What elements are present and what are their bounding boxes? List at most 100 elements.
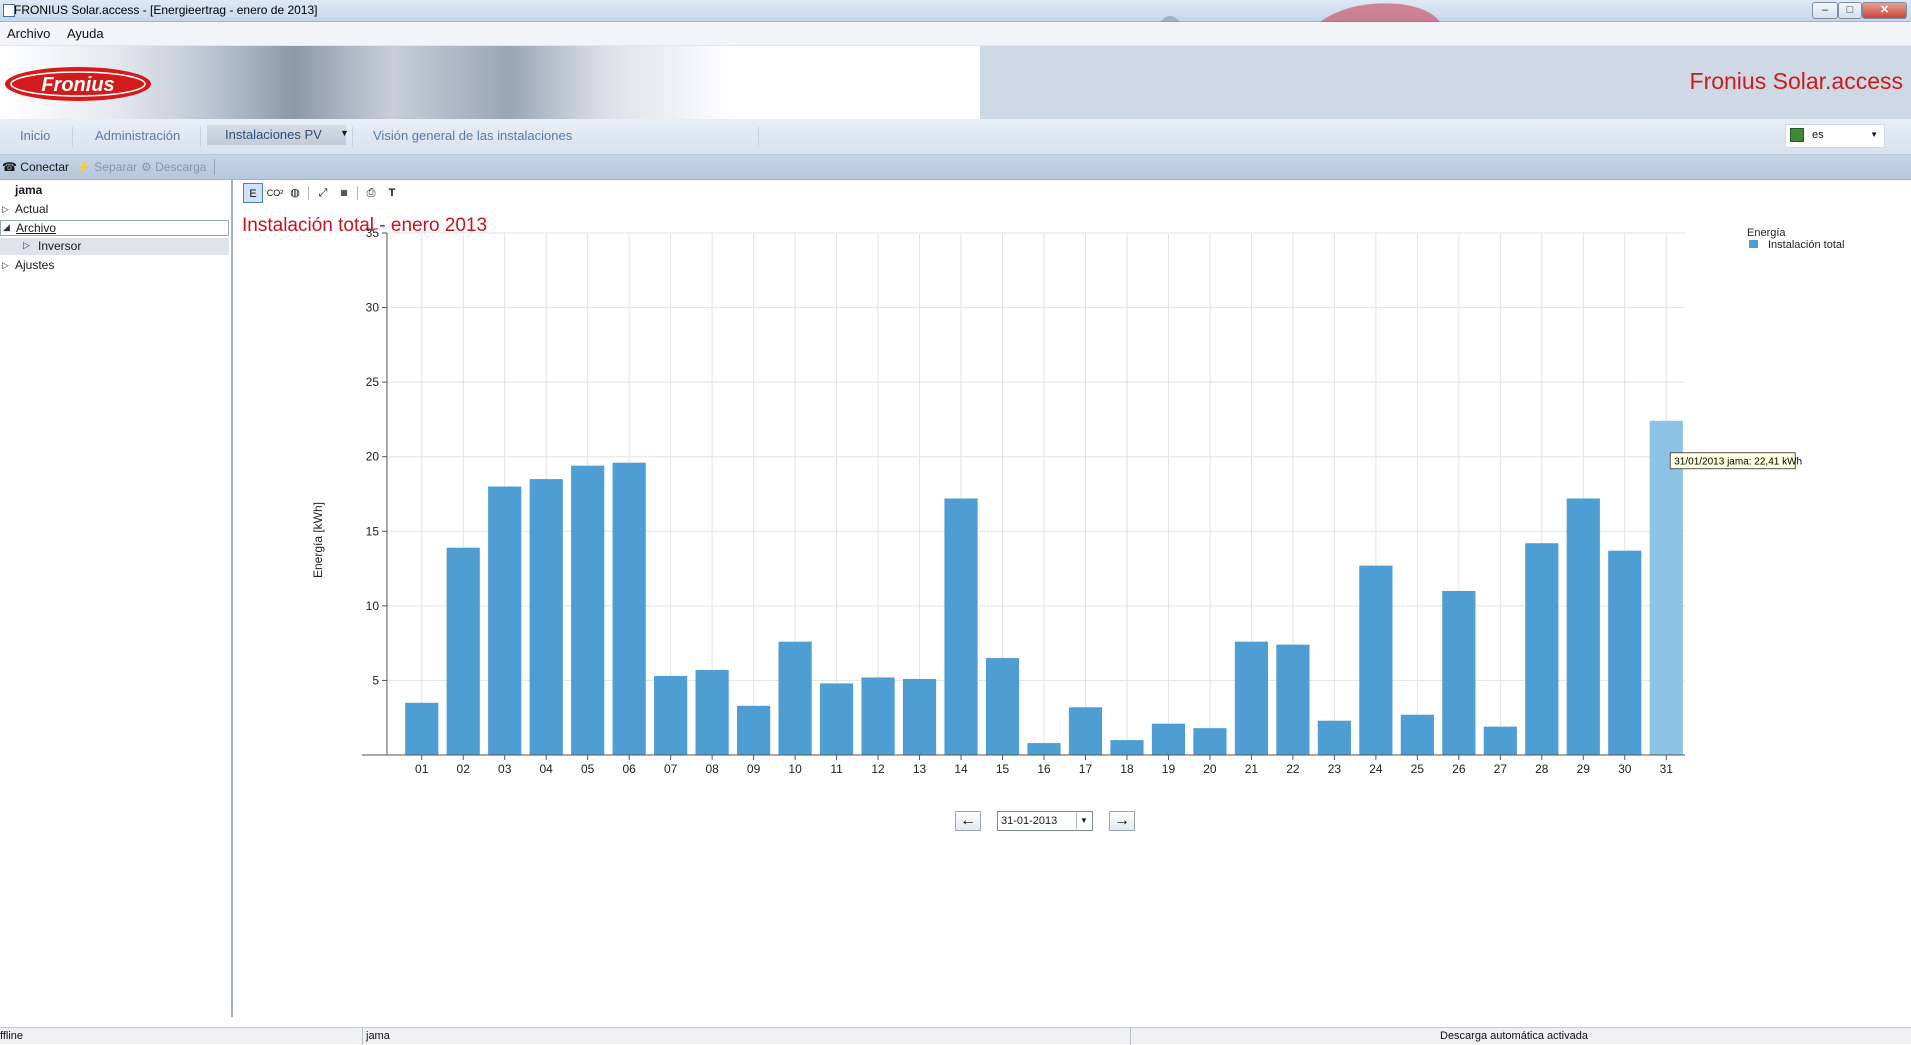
- download-icon: ⚙: [141, 160, 152, 174]
- currency-icon[interactable]: ◍: [290, 187, 300, 199]
- download-label: Descarga: [155, 160, 207, 174]
- bar-23: [1317, 720, 1351, 755]
- bar-30: [1608, 550, 1642, 755]
- bar-03: [488, 486, 522, 755]
- titlebar-decoration: [1160, 3, 1440, 22]
- bar-18: [1110, 740, 1144, 755]
- status-divider: [362, 1028, 363, 1045]
- status-divider: [1130, 1028, 1131, 1045]
- bar-19: [1151, 723, 1186, 755]
- bar-20: [1193, 728, 1227, 755]
- title-bar: FRONIUS Solar.access - [Energieertrag - …: [0, 0, 1911, 22]
- legend-swatch: [1749, 240, 1758, 248]
- tab-instalaciones-pv[interactable]: Instalaciones PV: [207, 125, 346, 145]
- kwp-normalize-icon[interactable]: ▦: [340, 188, 348, 197]
- chart-panel: E CO² ◍ ⤢ ▦ ⎙ T Instalación total - ener…: [235, 180, 1911, 1017]
- tree-item-ajustes[interactable]: Ajustes: [15, 258, 55, 272]
- disconnect-label: Separar: [94, 160, 137, 174]
- app-icon: [3, 4, 15, 17]
- y-tick-label: 30: [366, 301, 380, 315]
- menu-archivo[interactable]: Archivo: [7, 26, 51, 41]
- tree-item-actual[interactable]: Actual: [15, 202, 49, 216]
- next-date-button[interactable]: →: [1109, 811, 1135, 831]
- brand-title: Fronius Solar.access: [1689, 68, 1903, 94]
- chart-axes: 5 10 15 20 25 30 35 01 02 03 04 05 06 07 08 09 10 11 12 13 1…: [362, 226, 1685, 776]
- minimize-button[interactable]: –: [1812, 2, 1838, 19]
- x-tick-label: 01: [415, 762, 429, 776]
- x-tick-label: 31: [1660, 762, 1674, 776]
- x-tick-label: 08: [705, 762, 719, 776]
- tooltip-background: [1669, 452, 1796, 470]
- expand-icon[interactable]: ▷: [23, 240, 30, 250]
- x-tick-label: 11: [830, 762, 843, 776]
- close-button[interactable]: ✕: [1862, 2, 1907, 19]
- x-tick-label: 20: [1203, 762, 1217, 776]
- x-tick-label: 27: [1494, 762, 1508, 776]
- banner: Fronius Fronius Solar.access: [0, 46, 1911, 119]
- download-button[interactable]: ⚙ Descarga: [141, 160, 206, 174]
- status-connection: ffline: [0, 1030, 24, 1042]
- tab-administracion[interactable]: Administración: [95, 128, 181, 143]
- status-bar: ffline jama Descarga automática activada: [0, 1027, 1911, 1045]
- x-tick-label: 04: [540, 762, 554, 776]
- x-tick-label: 17: [1079, 762, 1093, 776]
- text-mode-button[interactable]: T: [388, 187, 396, 199]
- tab-dropdown-arrow-icon[interactable]: ▼: [340, 128, 349, 138]
- tooltip-box: 31/01/2013 jama: 22,41 kWh: [1669, 452, 1802, 470]
- x-tick-label: 24: [1369, 762, 1383, 776]
- menu-bar: Archivo Ayuda: [0, 22, 1911, 46]
- zoom-fit-icon[interactable]: ⤢: [318, 187, 328, 199]
- bar-02: [446, 547, 480, 755]
- maximize-button[interactable]: □: [1838, 2, 1862, 19]
- energy-mode-button[interactable]: E: [243, 183, 263, 203]
- bar-07: [654, 675, 688, 755]
- co2-mode-button[interactable]: CO²: [266, 188, 284, 198]
- x-tick-label: 23: [1328, 762, 1342, 776]
- bar-24: [1359, 565, 1393, 755]
- tree-root[interactable]: jama: [15, 183, 43, 197]
- telephone-icon: ☎: [2, 160, 17, 174]
- previous-date-button[interactable]: ←: [955, 811, 981, 831]
- tree-item-inversor-row[interactable]: ▷ Inversor: [0, 238, 229, 255]
- tab-divider: [200, 127, 201, 147]
- tab-divider: [758, 127, 759, 147]
- x-tick-label: 21: [1245, 762, 1259, 776]
- tree-item-archivo[interactable]: Archivo: [16, 221, 57, 235]
- toolbar-divider: [308, 186, 309, 200]
- y-tick-label: 15: [366, 524, 380, 538]
- date-select-value: 31-01-2013: [1001, 815, 1058, 827]
- chevron-down-icon[interactable]: ▼: [1076, 813, 1091, 829]
- x-tick-label: 29: [1577, 762, 1591, 776]
- language-select[interactable]: es ▼: [1785, 124, 1885, 148]
- tab-vision-general[interactable]: Visión general de las instalaciones: [373, 128, 573, 143]
- bar-26: [1442, 590, 1476, 755]
- expand-icon[interactable]: ▷: [2, 260, 9, 270]
- expand-icon[interactable]: ▷: [2, 204, 9, 214]
- y-tick-label: 10: [366, 599, 380, 613]
- tree-item-inversor[interactable]: Inversor: [38, 239, 82, 253]
- tab-inicio[interactable]: Inicio: [20, 128, 51, 143]
- bar-13: [902, 678, 937, 755]
- x-tick-label: 26: [1452, 762, 1466, 776]
- bar-22: [1276, 644, 1310, 755]
- bar-06: [612, 462, 646, 755]
- chart-tooltip: 31/01/2013 jama: 22,41 kWh: [1669, 452, 1802, 470]
- x-tick-label: 16: [1037, 762, 1051, 776]
- x-tick-label: 14: [954, 762, 968, 776]
- bar-17: [1068, 707, 1103, 755]
- menu-ayuda[interactable]: Ayuda: [67, 26, 104, 41]
- toolbar-divider: [357, 186, 358, 200]
- disconnect-button[interactable]: ⚡ Separar: [76, 160, 137, 174]
- x-tick-label: 18: [1120, 762, 1134, 776]
- language-icon: [1790, 128, 1804, 142]
- bar-04: [529, 479, 563, 755]
- connect-label: Conectar: [20, 160, 69, 174]
- bar-12: [861, 677, 895, 755]
- tree-item-archivo-row[interactable]: ◢ Archivo: [0, 220, 229, 236]
- date-select[interactable]: 31-01-2013 ▼: [997, 811, 1093, 831]
- collapse-icon[interactable]: ◢: [3, 222, 10, 232]
- bar-10: [778, 641, 812, 755]
- main-tabs: Inicio Administración Instalaciones PV ▼…: [0, 119, 1911, 155]
- print-icon[interactable]: ⎙: [366, 187, 376, 199]
- connect-button[interactable]: ☎ Conectar: [2, 160, 69, 174]
